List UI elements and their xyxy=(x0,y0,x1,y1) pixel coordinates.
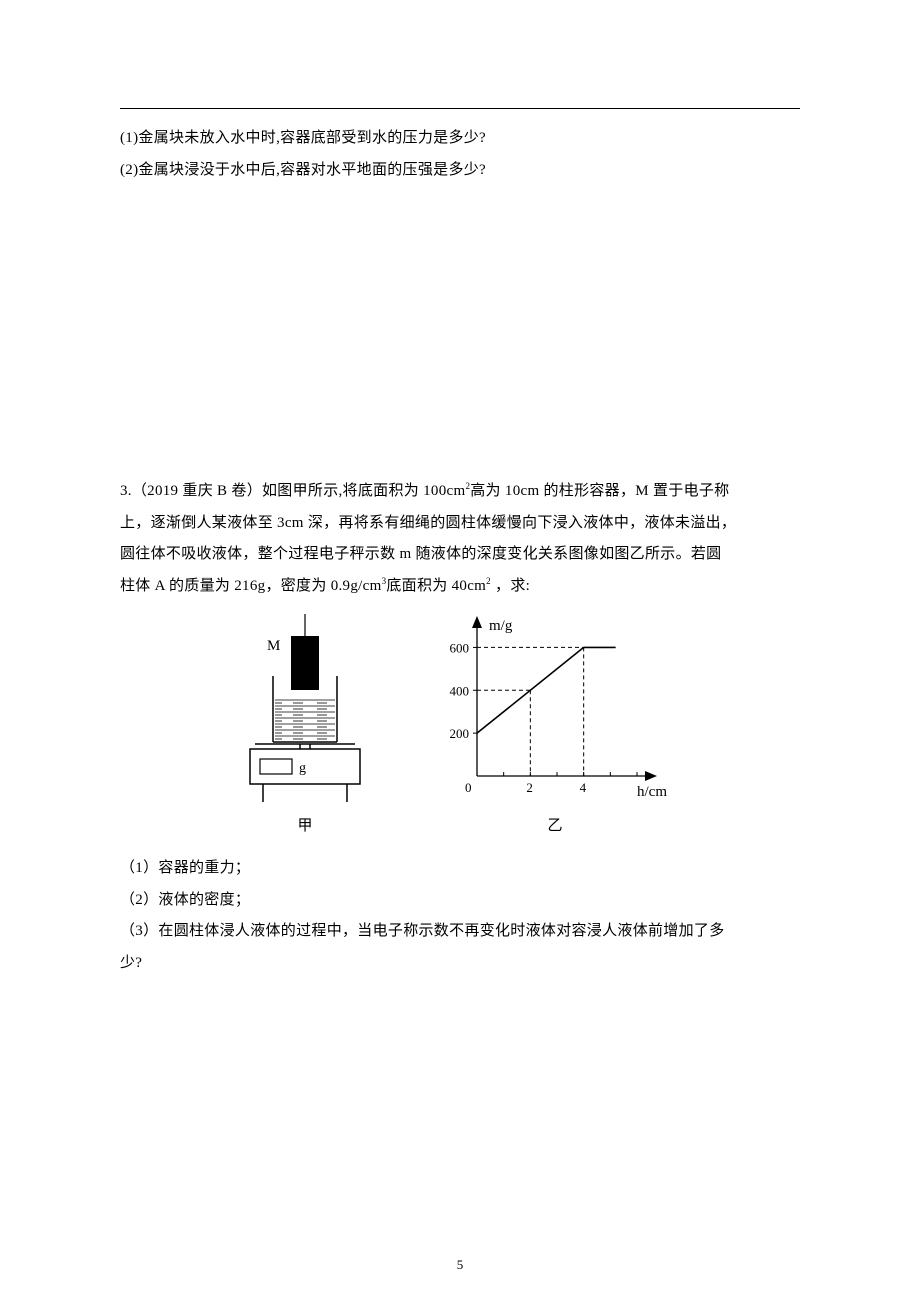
svg-text:2: 2 xyxy=(526,780,533,795)
q-prev-part1: (1)金属块未放入水中时,容器底部受到水的压力是多少? xyxy=(120,123,800,155)
horizontal-rule xyxy=(120,108,800,109)
q3-stem-line4: 柱体 A 的质量为 216g，密度为 0.9g/cm3底面积为 40cm2 ，求… xyxy=(120,571,800,603)
q3-stem-line3: 圆往体不吸收液体，整个过程电子秤示数 m 随液体的深度变化关系图像如图乙所示。若… xyxy=(120,539,800,571)
q3-stem-e: 柱体 A 的质量为 216g，密度为 0.9g/cm xyxy=(120,578,382,594)
svg-text:M: M xyxy=(267,638,280,654)
q3-stem-line2: 上，逐渐倒人某液体至 3cm 深，再将系有细绳的圆柱体缓慢向下浸入液体中，液体未… xyxy=(120,508,800,540)
q-prev-part2: (2)金属块浸没于水中后,容器对水平地面的压强是多少? xyxy=(120,155,800,187)
q3-stem-a: 3.（2019 重庆 B 卷）如图甲所示,将底面积为 100cm xyxy=(120,483,465,499)
figure-row: gM 甲 020040060024m/gh/cm 乙 xyxy=(120,614,800,835)
q3-stem-line1: 3.（2019 重庆 B 卷）如图甲所示,将底面积为 100cm2高为 10cm… xyxy=(120,476,800,508)
svg-text:200: 200 xyxy=(450,726,470,741)
svg-text:0: 0 xyxy=(465,780,472,795)
q3-sub3b: 少? xyxy=(120,948,800,980)
figure-jia-label: 甲 xyxy=(297,814,312,835)
svg-text:m/g: m/g xyxy=(489,618,513,634)
q3-stem-g: ，求: xyxy=(491,578,530,594)
page-number: 5 xyxy=(0,1257,920,1273)
q3-stem-b: 高为 10cm 的柱形容器，M 置于电子称 xyxy=(470,483,729,499)
figure-jia-col: gM 甲 xyxy=(245,614,365,835)
q3-stem-f: 底面积为 40cm xyxy=(386,578,486,594)
svg-text:400: 400 xyxy=(450,683,470,698)
q3-sub2: （2）液体的密度； xyxy=(120,885,800,917)
device-diagram: gM xyxy=(245,614,365,804)
svg-text:4: 4 xyxy=(580,780,587,795)
q3-sub1: （1）容器的重力； xyxy=(120,853,800,885)
figure-yi-col: 0 200 400 600 2 4 m/g h/cm 乙 xyxy=(435,614,675,835)
svg-text:h/cm: h/cm xyxy=(637,784,667,800)
chart-diagram: 0 200 400 600 2 4 m/g h/cm xyxy=(435,614,675,804)
svg-text:600: 600 xyxy=(450,640,470,655)
q3-sub3a: （3）在圆柱体浸人液体的过程中，当电子称示数不再变化时液体对容浸人液体前增加了多 xyxy=(120,916,800,948)
svg-text:g: g xyxy=(299,761,306,776)
blank-workspace xyxy=(120,186,800,476)
figure-yi-label: 乙 xyxy=(547,814,562,835)
